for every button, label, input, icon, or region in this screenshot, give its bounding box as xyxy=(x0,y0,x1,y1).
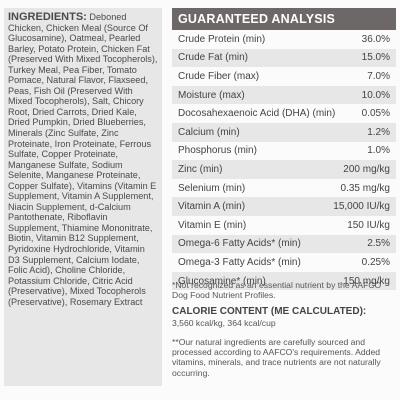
analysis-value: 150 IU/kg xyxy=(347,219,390,231)
analysis-value: 36.0% xyxy=(361,33,390,45)
guaranteed-analysis-table: GUARANTEED ANALYSIS Crude Protein (min) 3… xyxy=(172,8,396,291)
ingredients-list: Deboned Chicken, Chicken Meal (Source Of… xyxy=(8,12,158,307)
analysis-label: Omega-6 Fatty Acids* (min) xyxy=(178,238,301,250)
analysis-row: Docosahexaenoic Acid (DHA) (min) 0.05% xyxy=(172,104,396,123)
analysis-label: Zinc (min) xyxy=(178,163,223,175)
analysis-row: Vitamin E (min) 150 IU/kg xyxy=(172,216,396,235)
analysis-value: 7.0% xyxy=(367,70,390,82)
calorie-content-value: 3,560 kcal/kg, 364 kcal/cup xyxy=(172,318,276,329)
analysis-value: 15.0% xyxy=(361,52,390,64)
ingredients-heading: INGREDIENTS: xyxy=(8,11,87,23)
analysis-label: Crude Fiber (max) xyxy=(178,70,260,82)
analysis-row: Zinc (min) 200 mg/kg xyxy=(172,160,396,179)
analysis-value: 0.25% xyxy=(361,256,390,268)
analysis-label: Crude Protein (min) xyxy=(178,33,266,45)
analysis-rows: Crude Protein (min) 36.0% Crude Fat (min) 1… xyxy=(172,30,396,291)
calorie-content-heading: CALORIE CONTENT (ME CALCULATED): xyxy=(172,305,367,317)
ingredients-panel: INGREDIENTS: Deboned Chicken, Chicken Me… xyxy=(4,8,162,386)
analysis-value: 10.0% xyxy=(361,89,390,101)
analysis-row: Selenium (min) 0.35 mg/kg xyxy=(172,179,396,198)
analysis-row: Calcium (min) 1.2% xyxy=(172,122,396,142)
analysis-value: 0.05% xyxy=(361,108,390,120)
analysis-value: 1.0% xyxy=(367,145,390,157)
analysis-value: 2.5% xyxy=(367,238,390,250)
ingredients-text: INGREDIENTS: Deboned Chicken, Chicken Me… xyxy=(8,12,158,307)
analysis-label: Vitamin E (min) xyxy=(178,219,247,231)
footnote-natural-ingredients: **Our natural ingredients are carefully … xyxy=(172,336,381,378)
analysis-value: 200 mg/kg xyxy=(343,163,390,175)
analysis-value: 0.35 mg/kg xyxy=(340,182,390,194)
analysis-label: Docosahexaenoic Acid (DHA) (min) xyxy=(178,108,336,120)
analysis-row: Omega-6 Fatty Acids* (min) 2.5% xyxy=(172,234,396,254)
analysis-row: Crude Fiber (max) 7.0% xyxy=(172,67,396,86)
analysis-row: Moisture (max) 10.0% xyxy=(172,85,396,105)
analysis-row: Glucosamine* (min) 150 mg/kg xyxy=(172,271,396,291)
analysis-row: Phosphorus (min) 1.0% xyxy=(172,142,396,161)
analysis-label: Phosphorus (min) xyxy=(178,145,257,157)
analysis-label: Moisture (max) xyxy=(178,89,245,101)
notes-section: *Not recognized as an essential nutrient… xyxy=(172,280,396,378)
analysis-row: Crude Fat (min) 15.0% xyxy=(172,48,396,68)
footnote-aafco: *Not recognized as an essential nutrient… xyxy=(172,280,382,301)
analysis-value: 1.2% xyxy=(367,126,390,138)
analysis-label: Calcium (min) xyxy=(178,126,240,138)
analysis-label: Glucosamine* (min) xyxy=(178,275,266,287)
analysis-label: Selenium (min) xyxy=(178,182,246,194)
analysis-value: 150 mg/kg xyxy=(343,275,390,287)
analysis-label: Omega-3 Fatty Acids* (min) xyxy=(178,256,301,268)
analysis-title: GUARANTEED ANALYSIS xyxy=(172,8,396,30)
analysis-row: Crude Protein (min) 36.0% xyxy=(172,30,396,49)
analysis-label: Crude Fat (min) xyxy=(178,52,249,64)
analysis-row: Omega-3 Fatty Acids* (min) 0.25% xyxy=(172,253,396,272)
analysis-value: 15,000 IU/kg xyxy=(333,201,390,213)
analysis-label: Vitamin A (min) xyxy=(178,201,246,213)
analysis-row: Vitamin A (min) 15,000 IU/kg xyxy=(172,197,396,216)
